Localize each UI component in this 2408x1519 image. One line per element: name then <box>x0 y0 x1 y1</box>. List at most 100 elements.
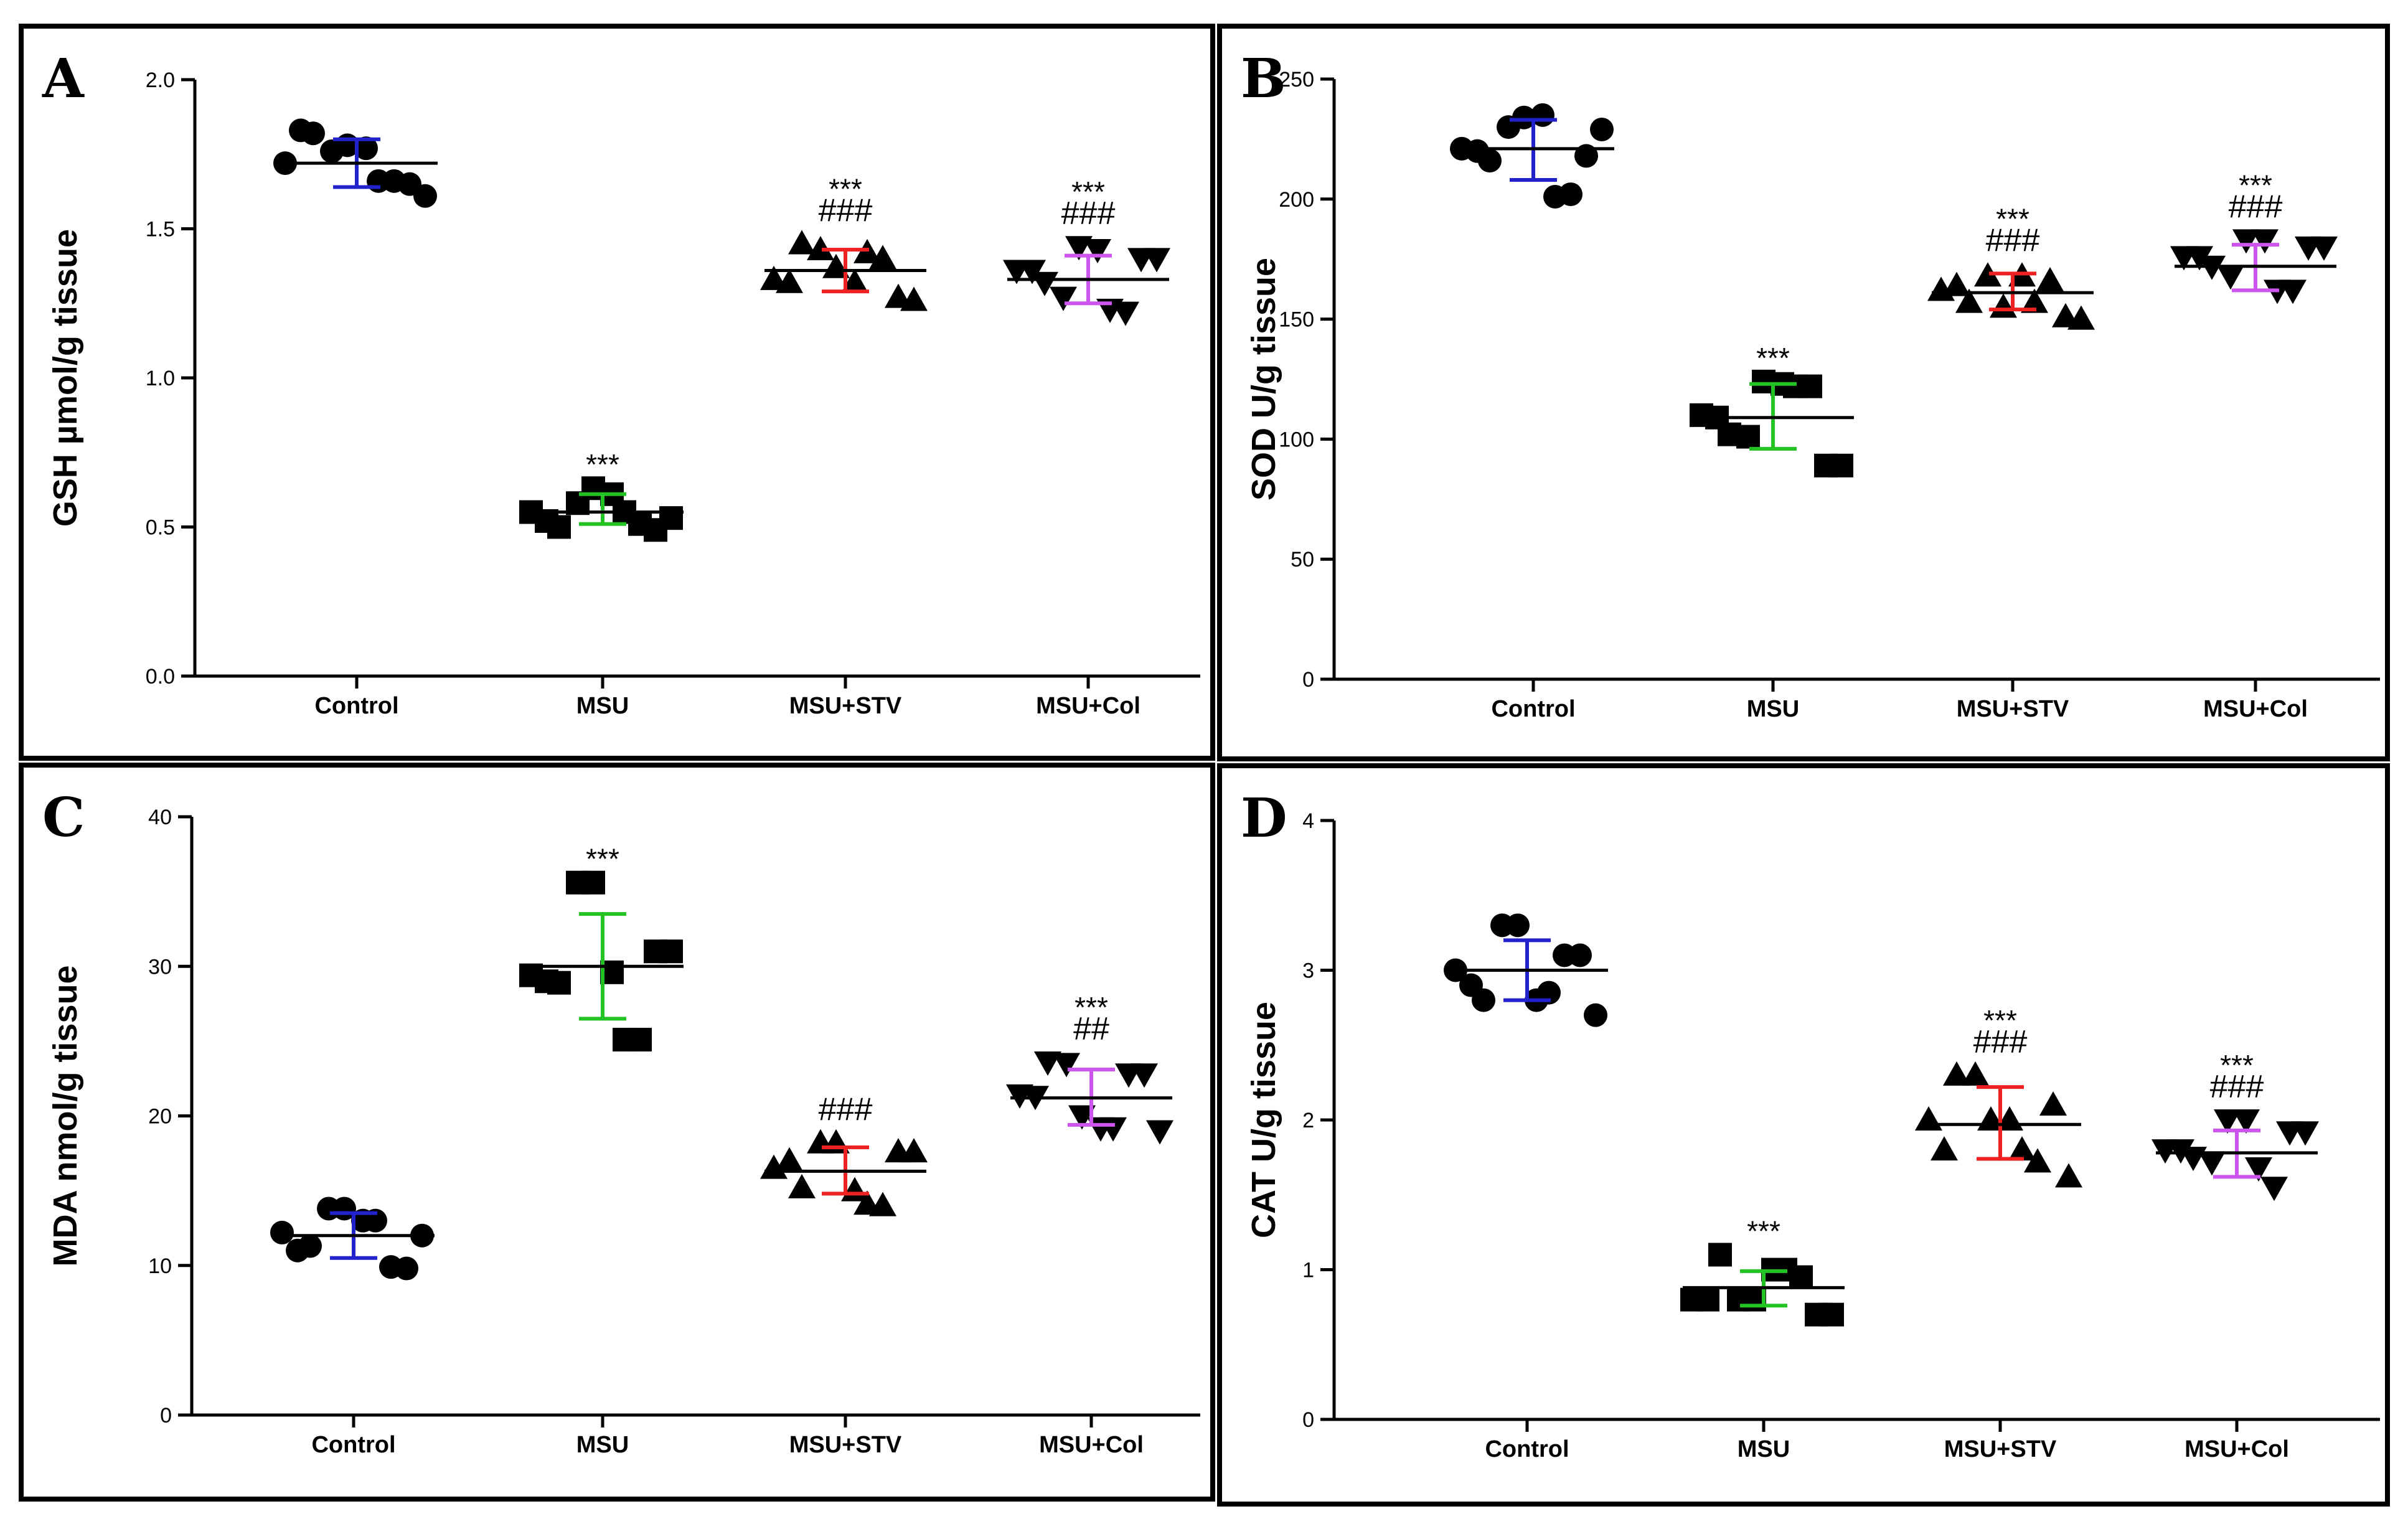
chart-c: C MDA nmol/g tissue 0 10 20 30 40 Control MSU ***… <box>42 786 1200 1458</box>
data-point <box>301 121 325 146</box>
panel-letter: D <box>1241 787 1287 850</box>
data-point <box>2232 229 2260 254</box>
significance-label: *** <box>1075 991 1108 1023</box>
data-point <box>395 1256 418 1281</box>
data-point <box>1584 1003 1607 1027</box>
category-label: MSU <box>576 1432 629 1458</box>
significance-label: *** <box>586 448 619 481</box>
data-point <box>776 268 803 293</box>
chart-a: A GSH µmol/g tissue 0.0 0.5 1.0 1.5 2.0 Control… <box>42 47 1200 719</box>
y-tick-label: 30 <box>148 955 172 979</box>
data-point <box>841 268 868 293</box>
y-tick-label: 0.0 <box>146 665 175 689</box>
category-label: MSU <box>1747 696 1799 722</box>
data-point <box>1708 1243 1732 1267</box>
chart-b: B SOD U/g tissue 0 50 100 150 200 250 Control MSU… <box>1241 47 2380 722</box>
data-point <box>2245 1157 2272 1182</box>
data-point <box>659 506 683 530</box>
y-axis-label: SOD U/g tissue <box>1245 258 1282 501</box>
data-point <box>2067 305 2095 330</box>
y-tick-label: 1.5 <box>146 218 175 242</box>
data-point <box>2232 1109 2260 1134</box>
data-point <box>581 870 605 895</box>
data-point <box>869 245 896 270</box>
data-point <box>1830 453 1853 477</box>
data-point <box>885 283 912 308</box>
significance-label: ### <box>819 192 873 228</box>
data-point <box>2021 288 2048 313</box>
significance-label: *** <box>1983 1004 2017 1037</box>
data-point <box>1590 117 1614 141</box>
panel-letter: C <box>42 786 85 849</box>
data-point <box>1974 262 2001 287</box>
y-tick-label: 0 <box>1302 1408 1314 1432</box>
significance-label: *** <box>1747 1215 1780 1247</box>
y-tick-label: 3 <box>1302 959 1314 983</box>
y-tick-label: 150 <box>1279 308 1314 332</box>
y-tick-label: 50 <box>1291 548 1314 571</box>
data-point <box>1943 271 1970 296</box>
data-point <box>1568 943 1592 967</box>
significance-label: *** <box>2220 1049 2254 1081</box>
data-point <box>298 1234 322 1258</box>
y-tick-label: 2.0 <box>146 68 175 92</box>
y-tick-label: 2 <box>1302 1109 1314 1132</box>
data-point <box>2279 280 2307 304</box>
data-point <box>2292 1121 2319 1146</box>
category-label: Control <box>311 1432 395 1458</box>
y-tick-label: 40 <box>148 806 172 829</box>
category-label: MSU+STV <box>789 693 902 719</box>
significance-label: *** <box>2239 169 2272 201</box>
data-point <box>2036 266 2064 291</box>
significance-label: *** <box>829 172 862 205</box>
y-axis-label: CAT U/g tissue <box>1245 1002 1282 1238</box>
category-label: MSU+Col <box>2185 1436 2289 1462</box>
data-point <box>788 230 816 255</box>
data-point <box>1962 1061 1989 1086</box>
panel-b: B SOD U/g tissue 0 50 100 150 200 250 Control MSU… <box>1217 24 2390 761</box>
category-label: MSU+STV <box>789 1432 902 1458</box>
data-point <box>547 515 571 539</box>
data-point <box>1820 1302 1844 1327</box>
significance-label: ### <box>2210 1069 2264 1105</box>
category-label: MSU+Col <box>1036 693 1141 719</box>
data-point <box>659 939 683 964</box>
data-point <box>900 1138 928 1163</box>
data-point <box>1512 105 1536 129</box>
data-point <box>1789 1265 1813 1289</box>
y-tick-label: 0 <box>160 1404 172 1427</box>
data-point <box>2055 1163 2082 1188</box>
data-point <box>760 265 788 290</box>
data-point <box>270 1220 294 1244</box>
y-axis-label: MDA nmol/g tissue <box>47 965 84 1266</box>
category-label: MSU+STV <box>1944 1436 2057 1462</box>
significance-label: *** <box>1071 176 1105 208</box>
data-point <box>2024 1148 2051 1173</box>
data-point <box>1943 1061 1970 1086</box>
significance-label: ### <box>2229 189 2283 225</box>
data-point <box>1068 1105 1096 1130</box>
data-point <box>354 136 378 161</box>
data-point <box>1472 988 1495 1012</box>
category-label: Control <box>1491 696 1575 722</box>
data-point <box>2214 1109 2241 1134</box>
category-label: MSU+Col <box>1039 1432 1144 1458</box>
data-point <box>1955 288 1983 313</box>
chart-d: D CAT U/g tissue 0 1 2 3 4 Control MSU *** MSU+STV… <box>1241 787 2380 1462</box>
y-tick-label: 200 <box>1279 188 1314 212</box>
data-point <box>776 1147 803 1172</box>
data-point <box>2186 246 2213 271</box>
data-point <box>2260 1177 2288 1202</box>
data-point <box>1143 248 1170 273</box>
data-point <box>1799 374 1822 398</box>
data-point <box>1990 293 2017 318</box>
data-point <box>2310 236 2338 261</box>
data-point <box>1931 1136 1958 1161</box>
data-point <box>547 971 571 995</box>
significance-label: *** <box>1996 202 2029 235</box>
category-label: MSU <box>576 693 629 719</box>
y-tick-label: 20 <box>148 1105 172 1129</box>
panel-d: D CAT U/g tissue 0 1 2 3 4 Control MSU *** MSU+STV… <box>1217 763 2390 1507</box>
y-tick-label: 0.5 <box>146 516 175 540</box>
data-point <box>1559 182 1583 207</box>
